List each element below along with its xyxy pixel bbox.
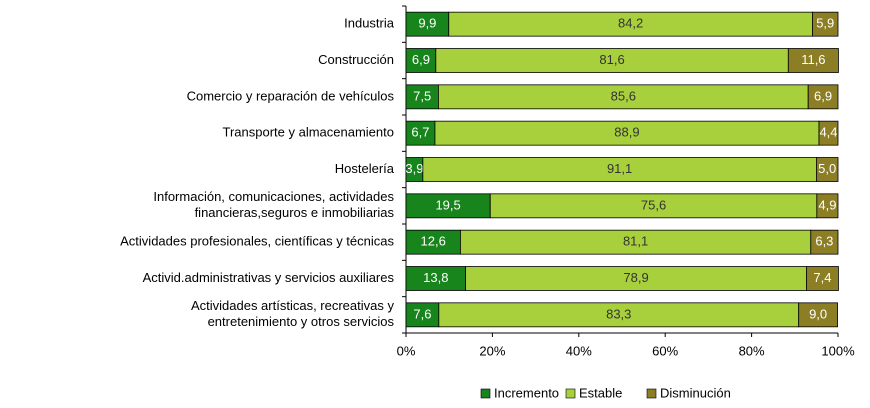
bar-segment — [489, 193, 818, 219]
legend-swatch — [646, 388, 657, 399]
bar-segment — [812, 11, 839, 37]
legend-label: Incremento — [494, 385, 559, 400]
bar-segment — [816, 157, 839, 182]
category-label: Transporte y almacenamiento — [223, 125, 395, 140]
value-label: 5,9 — [816, 16, 834, 31]
x-tick-label: 20% — [479, 343, 505, 358]
legend-swatch — [565, 388, 576, 399]
bar-segment — [807, 84, 839, 110]
value-label: 83,3 — [606, 306, 631, 321]
bar-segment — [405, 229, 461, 255]
bar-segment — [422, 157, 817, 182]
category-label: Actividades profesionales, científicas y… — [120, 234, 394, 249]
bar-segment — [460, 229, 812, 255]
value-label: 78,9 — [623, 270, 648, 285]
value-label: 6,9 — [412, 52, 430, 67]
category-label: Información, comunicaciones, actividades… — [153, 189, 394, 220]
value-label: 88,9 — [614, 125, 639, 140]
legend-label: Disminución — [660, 385, 731, 400]
bar-segment — [810, 229, 839, 255]
bar-segment — [816, 193, 839, 219]
value-label: 81,1 — [623, 234, 648, 249]
x-tick-label: 80% — [739, 343, 765, 358]
value-label: 6,7 — [411, 125, 429, 140]
bar-segment — [405, 302, 440, 328]
value-label: 13,8 — [423, 270, 448, 285]
value-label: 9,9 — [418, 16, 436, 31]
bar-segment — [405, 120, 436, 146]
value-label: 81,6 — [599, 52, 624, 67]
bar-segment — [405, 193, 491, 219]
value-label: 91,1 — [607, 161, 632, 176]
value-label: 7,4 — [813, 270, 831, 285]
value-label: 11,6 — [801, 52, 825, 67]
value-label: 19,5 — [435, 197, 460, 212]
category-label: Activid.administrativas y servicios auxi… — [143, 270, 395, 285]
bar-segment — [787, 48, 839, 73]
bar-segment — [437, 84, 809, 110]
bar-segment — [405, 266, 467, 291]
legend-label: Estable — [579, 385, 622, 400]
value-label: 12,6 — [421, 234, 446, 249]
category-label: Industria — [344, 16, 395, 31]
x-tick-label: 100% — [821, 343, 855, 358]
bar-segment — [806, 266, 839, 291]
legend-swatch — [480, 388, 491, 399]
bar-segment — [438, 302, 800, 328]
category-label: Hostelería — [335, 161, 395, 176]
value-label: 7,5 — [413, 88, 431, 103]
bar-segment — [798, 302, 838, 328]
bar-segment — [405, 48, 437, 73]
bar-segment — [448, 11, 813, 37]
value-label: 4,4 — [819, 125, 837, 140]
value-label: 3,9 — [405, 161, 423, 176]
value-label: 4,9 — [818, 197, 836, 212]
category-label: Actividades artísticas, recreativas y ent… — [191, 298, 395, 329]
category-label: Construcción — [318, 52, 394, 67]
value-label: 6,9 — [814, 88, 832, 103]
value-label: 5,0 — [818, 161, 836, 176]
bar-segment — [818, 120, 839, 146]
x-tick-label: 0% — [397, 343, 416, 358]
x-tick-label: 40% — [566, 343, 592, 358]
value-label: 84,2 — [618, 16, 643, 31]
value-label: 6,3 — [815, 234, 833, 249]
value-label: 85,6 — [611, 88, 636, 103]
value-label: 75,6 — [641, 197, 666, 212]
x-tick-label: 60% — [652, 343, 678, 358]
value-label: 9,0 — [809, 306, 827, 321]
bar-segment — [465, 266, 807, 291]
category-label: Comercio y reparación de vehículos — [187, 88, 395, 103]
value-label: 7,6 — [413, 306, 431, 321]
